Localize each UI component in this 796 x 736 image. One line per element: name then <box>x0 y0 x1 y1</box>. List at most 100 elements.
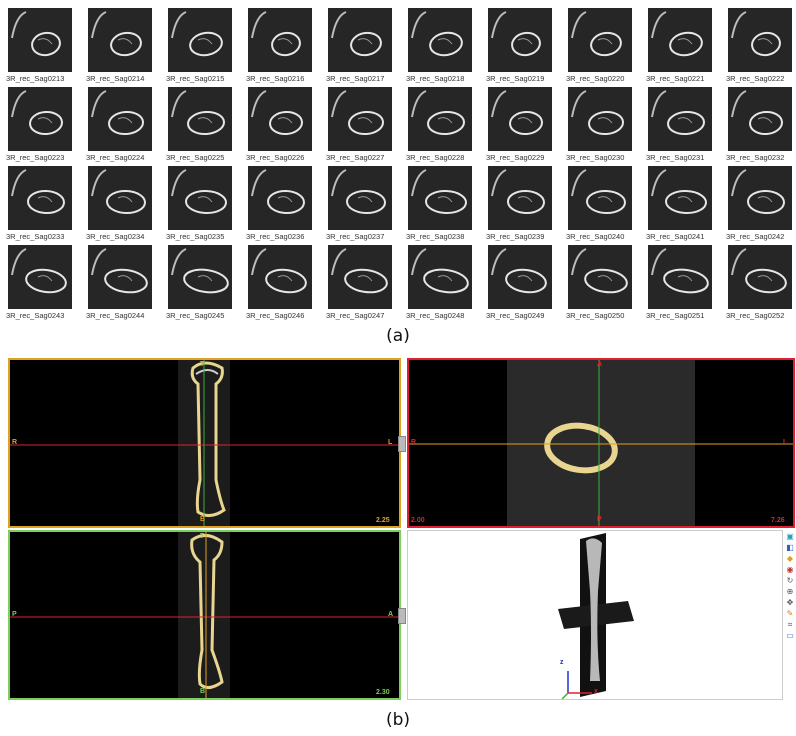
thumbnail-tile[interactable]: 3R_rec_Sag0249 <box>486 245 566 325</box>
thumbnail-tile[interactable]: 3R_rec_Sag0237 <box>326 166 406 246</box>
thumbnail-tile[interactable]: 3R_rec_Sag0245 <box>166 245 246 325</box>
thumbnail-tile[interactable]: 3R_rec_Sag0215 <box>166 8 246 88</box>
thumbnail-tile[interactable]: 3R_rec_Sag0222 <box>726 8 796 88</box>
thumbnail-filename: 3R_rec_Sag0240 <box>566 232 625 241</box>
thumbnail-tile[interactable]: 3R_rec_Sag0221 <box>646 8 726 88</box>
ct-slice-thumbnail <box>328 87 392 151</box>
thumbnail-tile[interactable]: 3R_rec_Sag0247 <box>326 245 406 325</box>
ct-slice-thumbnail <box>168 245 232 309</box>
thumbnail-tile[interactable]: 3R_rec_Sag0236 <box>246 166 326 246</box>
thumbnail-tile[interactable]: 3R_rec_Sag0225 <box>166 87 246 167</box>
eye-icon[interactable]: ◉ <box>786 565 794 574</box>
thumbnail-tile[interactable]: 3R_rec_Sag0248 <box>406 245 486 325</box>
ct-slice-thumbnail <box>88 166 152 230</box>
thumbnail-filename: 3R_rec_Sag0222 <box>726 74 785 83</box>
thumbnail-tile[interactable]: 3R_rec_Sag0228 <box>406 87 486 167</box>
zoom-icon[interactable]: ⊕ <box>786 587 794 596</box>
sagittal-top-label: T <box>200 533 205 540</box>
ct-slice-thumbnail <box>728 245 792 309</box>
pen-icon[interactable]: ✎ <box>786 609 794 618</box>
thumbnail-filename: 3R_rec_Sag0220 <box>566 74 625 83</box>
thumbnail-tile[interactable]: 3R_rec_Sag0241 <box>646 166 726 246</box>
axial-zoom-right: 7.26 <box>771 517 785 524</box>
coronal-left-label: R <box>12 439 18 446</box>
move-icon[interactable]: ✥ <box>786 598 794 607</box>
crop-icon[interactable]: ⌗ <box>787 620 793 629</box>
thumbnail-tile[interactable]: 3R_rec_Sag0250 <box>566 245 646 325</box>
3d-axis-x-label: x <box>594 688 598 695</box>
sagittal-zoom-value: 2.30 <box>376 689 390 696</box>
thumbnail-tile[interactable]: 3R_rec_Sag0238 <box>406 166 486 246</box>
palette-icon[interactable]: ◧ <box>786 543 794 552</box>
ct-slice-thumbnail <box>408 245 472 309</box>
thumbnail-tile[interactable]: 3R_rec_Sag0219 <box>486 8 566 88</box>
thumbnail-filename: 3R_rec_Sag0237 <box>326 232 385 241</box>
3d-axis-z-label: z <box>560 659 564 666</box>
ct-slice-thumbnail <box>488 87 552 151</box>
ct-slice-thumbnail <box>488 166 552 230</box>
ct-slice-thumbnail <box>168 87 232 151</box>
thumbnail-tile[interactable]: 3R_rec_Sag0217 <box>326 8 406 88</box>
thumbnail-tile[interactable]: 3R_rec_Sag0239 <box>486 166 566 246</box>
ct-slice-thumbnail <box>408 166 472 230</box>
ct-slice-thumbnail <box>648 8 712 72</box>
thumbnail-filename: 3R_rec_Sag0239 <box>486 232 545 241</box>
thumbnail-tile[interactable]: 3R_rec_Sag0244 <box>86 245 166 325</box>
thumbnail-filename: 3R_rec_Sag0228 <box>406 153 465 162</box>
window-icon[interactable]: ▭ <box>786 631 794 640</box>
ct-slice-thumbnail <box>728 87 792 151</box>
thumbnail-filename: 3R_rec_Sag0251 <box>646 311 705 320</box>
thumbnail-tile[interactable]: 3R_rec_Sag0235 <box>166 166 246 246</box>
thumbnail-filename: 3R_rec_Sag0227 <box>326 153 385 162</box>
layers-icon[interactable]: ▣ <box>786 532 794 541</box>
thumbnail-tile[interactable]: 3R_rec_Sag0233 <box>6 166 86 246</box>
thumbnail-filename: 3R_rec_Sag0241 <box>646 232 705 241</box>
thumbnail-tile[interactable]: 3R_rec_Sag0213 <box>6 8 86 88</box>
sagittal-view-panel[interactable]: T B P A 2.30 <box>8 530 401 700</box>
ct-slice-thumbnail <box>648 87 712 151</box>
thumbnail-tile[interactable]: 3R_rec_Sag0216 <box>246 8 326 88</box>
ct-slice-thumbnail <box>328 166 392 230</box>
thumbnail-tile[interactable]: 3R_rec_Sag0226 <box>246 87 326 167</box>
ct-slice-thumbnail <box>168 166 232 230</box>
thumbnail-tile[interactable]: 3R_rec_Sag0229 <box>486 87 566 167</box>
thumbnail-filename: 3R_rec_Sag0223 <box>6 153 65 162</box>
sagittal-bone-image <box>10 532 399 698</box>
axial-view-panel[interactable]: A P R L 2.00 7.26 <box>407 358 795 528</box>
thumbnail-filename: 3R_rec_Sag0232 <box>726 153 785 162</box>
thumbnail-tile[interactable]: 3R_rec_Sag0234 <box>86 166 166 246</box>
thumbnail-filename: 3R_rec_Sag0213 <box>6 74 65 83</box>
thumbnail-filename: 3R_rec_Sag0233 <box>6 232 65 241</box>
ct-slice-thumbnail <box>248 8 312 72</box>
thumbnail-tile[interactable]: 3R_rec_Sag0224 <box>86 87 166 167</box>
thumbnail-filename: 3R_rec_Sag0224 <box>86 153 145 162</box>
thumbnail-tile[interactable]: 3R_rec_Sag0220 <box>566 8 646 88</box>
thumbnail-tile[interactable]: 3R_rec_Sag0240 <box>566 166 646 246</box>
thumbnail-tile[interactable]: 3R_rec_Sag0214 <box>86 8 166 88</box>
thumbnail-tile[interactable]: 3R_rec_Sag0218 <box>406 8 486 88</box>
thumbnail-tile[interactable]: 3R_rec_Sag0230 <box>566 87 646 167</box>
thumbnail-filename: 3R_rec_Sag0214 <box>86 74 145 83</box>
sagittal-scroll-handle[interactable] <box>398 608 406 624</box>
rotate-icon[interactable]: ↻ <box>786 576 794 585</box>
coronal-view-panel[interactable]: T B R L 2.25 <box>8 358 401 528</box>
thumbnail-tile[interactable]: 3R_rec_Sag0223 <box>6 87 86 167</box>
ct-slice-thumbnail <box>648 166 712 230</box>
coronal-bone-image <box>10 360 399 526</box>
thumbnail-tile[interactable]: 3R_rec_Sag0231 <box>646 87 726 167</box>
thumbnail-tile[interactable]: 3R_rec_Sag0251 <box>646 245 726 325</box>
thumbnail-tile[interactable]: 3R_rec_Sag0242 <box>726 166 796 246</box>
caption-b: (b) <box>385 710 411 730</box>
thumbnail-tile[interactable]: 3R_rec_Sag0227 <box>326 87 406 167</box>
3d-view-panel[interactable]: z x <box>407 530 783 700</box>
cube-icon[interactable]: ◆ <box>786 554 794 563</box>
thumbnail-tile[interactable]: 3R_rec_Sag0243 <box>6 245 86 325</box>
thumbnail-filename: 3R_rec_Sag0252 <box>726 311 785 320</box>
thumbnail-tile[interactable]: 3R_rec_Sag0252 <box>726 245 796 325</box>
sagittal-right-label: A <box>388 611 394 618</box>
ct-slice-thumbnail <box>568 8 632 72</box>
coronal-scroll-handle[interactable] <box>398 436 406 452</box>
thumbnail-tile[interactable]: 3R_rec_Sag0232 <box>726 87 796 167</box>
coronal-right-label: L <box>388 439 393 446</box>
thumbnail-tile[interactable]: 3R_rec_Sag0246 <box>246 245 326 325</box>
